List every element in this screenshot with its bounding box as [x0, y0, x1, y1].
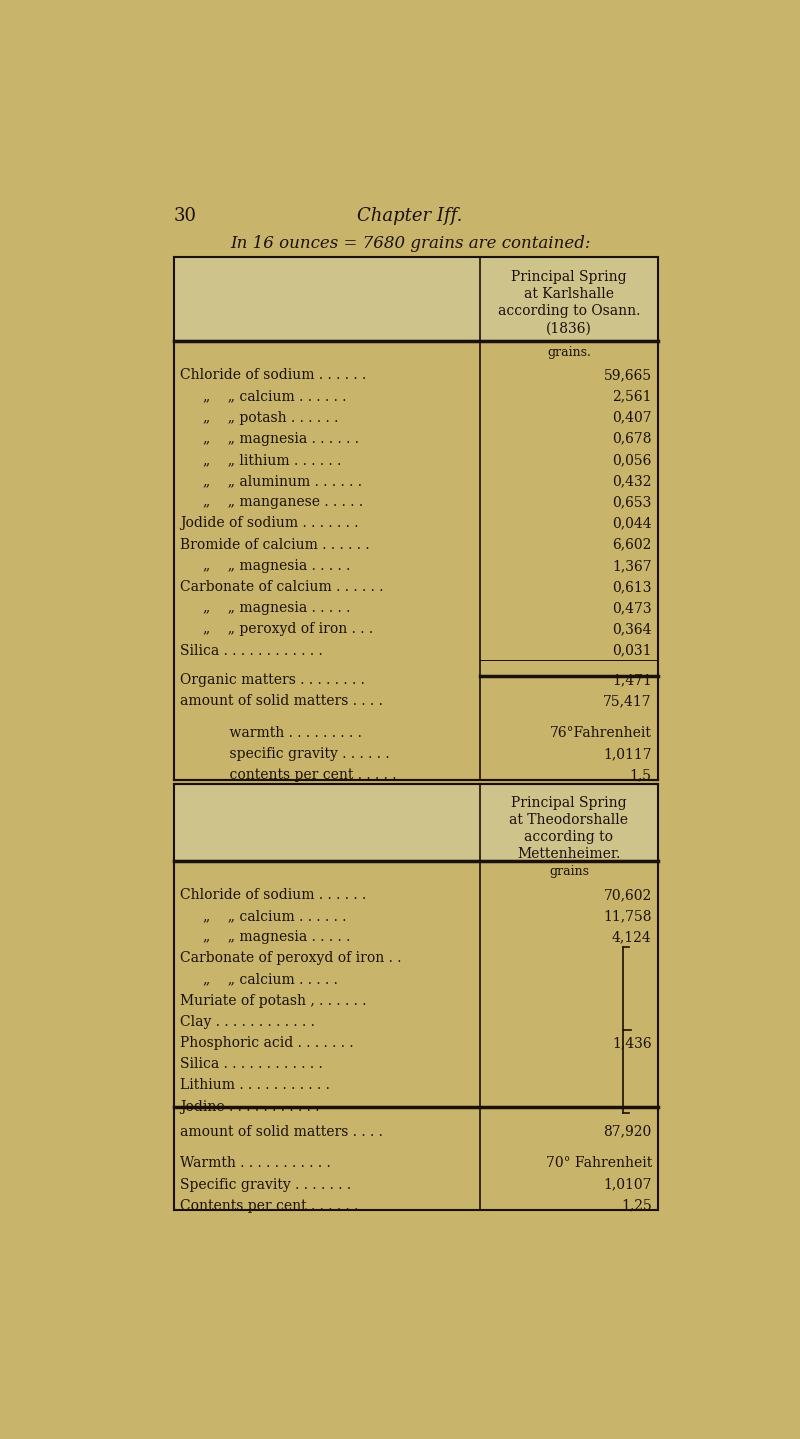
Text: „    „ aluminum . . . . . .: „ „ aluminum . . . . . .: [203, 473, 362, 488]
Text: „    „ calcium . . . . . .: „ „ calcium . . . . . .: [203, 909, 346, 922]
Text: contents per cent . . . . .: contents per cent . . . . .: [212, 768, 397, 783]
Text: „    „ magnesia . . . . .: „ „ magnesia . . . . .: [203, 558, 350, 573]
Text: Mettenheimer.: Mettenheimer.: [517, 848, 621, 861]
Text: 1,0107: 1,0107: [603, 1177, 652, 1191]
Text: grains.: grains.: [547, 345, 591, 358]
Text: 0,056: 0,056: [613, 453, 652, 468]
Text: In 16 ounces = 7680 grains are contained:: In 16 ounces = 7680 grains are contained…: [230, 235, 590, 252]
Text: Phosphoric acid . . . . . . .: Phosphoric acid . . . . . . .: [180, 1036, 354, 1050]
Text: „    „ peroxyd of iron . . .: „ „ peroxyd of iron . . .: [203, 622, 373, 636]
Text: Contents per cent . . . . . .: Contents per cent . . . . . .: [180, 1199, 358, 1213]
Text: „    „ calcium . . . . .: „ „ calcium . . . . .: [203, 973, 338, 987]
Text: Chapter Iff.: Chapter Iff.: [358, 207, 462, 224]
Text: Specific gravity . . . . . . .: Specific gravity . . . . . . .: [180, 1177, 351, 1191]
Text: Lithium . . . . . . . . . . .: Lithium . . . . . . . . . . .: [180, 1078, 330, 1092]
Text: 11,758: 11,758: [603, 909, 652, 922]
Text: 0,653: 0,653: [613, 495, 652, 509]
Text: 0,613: 0,613: [612, 580, 652, 594]
Text: Silica . . . . . . . . . . . .: Silica . . . . . . . . . . . .: [180, 643, 322, 658]
Text: 4,124: 4,124: [612, 930, 652, 944]
Text: at Karlshalle: at Karlshalle: [524, 288, 614, 301]
Text: Muriate of potash , . . . . . .: Muriate of potash , . . . . . .: [180, 994, 366, 1007]
Text: „    „ magnesia . . . . .: „ „ magnesia . . . . .: [203, 602, 350, 616]
Text: Clay . . . . . . . . . . . .: Clay . . . . . . . . . . . .: [180, 1014, 314, 1029]
Text: 75,417: 75,417: [603, 695, 652, 708]
Text: amount of solid matters . . . .: amount of solid matters . . . .: [180, 695, 382, 708]
Text: 0,407: 0,407: [612, 410, 652, 425]
Text: Jodine . . . . . . . . . . .: Jodine . . . . . . . . . . .: [180, 1099, 319, 1114]
Text: grains: grains: [549, 865, 589, 878]
Text: 1,471: 1,471: [612, 673, 652, 688]
Text: 70° Fahrenheit: 70° Fahrenheit: [546, 1157, 652, 1170]
Text: Silica . . . . . . . . . . . .: Silica . . . . . . . . . . . .: [180, 1058, 322, 1071]
Text: „    „ magnesia . . . . .: „ „ magnesia . . . . .: [203, 930, 350, 944]
Text: 0,678: 0,678: [612, 432, 652, 446]
Text: Bromide of calcium . . . . . .: Bromide of calcium . . . . . .: [180, 538, 370, 551]
Text: „    „ lithium . . . . . .: „ „ lithium . . . . . .: [203, 453, 342, 468]
Text: Carbonate of peroxyd of iron . .: Carbonate of peroxyd of iron . .: [180, 951, 402, 966]
Text: 1,25: 1,25: [621, 1199, 652, 1213]
Text: 59,665: 59,665: [604, 368, 652, 383]
Text: 1,436: 1,436: [612, 1036, 652, 1050]
Text: 0,473: 0,473: [612, 602, 652, 616]
Text: Principal Spring: Principal Spring: [511, 271, 626, 285]
Text: according to Osann.: according to Osann.: [498, 305, 640, 318]
Text: 87,920: 87,920: [603, 1125, 652, 1138]
Text: 1,5: 1,5: [630, 768, 652, 783]
Text: 0,044: 0,044: [612, 517, 652, 531]
Text: Chloride of sodium . . . . . .: Chloride of sodium . . . . . .: [180, 888, 366, 902]
Text: 6,602: 6,602: [613, 538, 652, 551]
Text: 0,031: 0,031: [612, 643, 652, 658]
Text: 76°Fahrenheit: 76°Fahrenheit: [550, 727, 652, 740]
Text: 0,432: 0,432: [612, 473, 652, 488]
Text: „    „ calcium . . . . . .: „ „ calcium . . . . . .: [203, 390, 346, 403]
Text: 2,561: 2,561: [612, 390, 652, 403]
Bar: [174, 256, 658, 341]
Text: specific gravity . . . . . .: specific gravity . . . . . .: [212, 747, 390, 761]
Text: amount of solid matters . . . .: amount of solid matters . . . .: [180, 1125, 382, 1138]
Text: at Theodorshalle: at Theodorshalle: [510, 813, 628, 827]
Text: (1836): (1836): [546, 321, 592, 335]
Text: 1,367: 1,367: [612, 558, 652, 573]
Text: 0,364: 0,364: [612, 622, 652, 636]
Text: 70,602: 70,602: [603, 888, 652, 902]
Text: Organic matters . . . . . . . .: Organic matters . . . . . . . .: [180, 673, 365, 688]
Text: Jodide of sodium . . . . . . .: Jodide of sodium . . . . . . .: [180, 517, 358, 531]
Text: Chloride of sodium . . . . . .: Chloride of sodium . . . . . .: [180, 368, 366, 383]
Text: 1,0117: 1,0117: [603, 747, 652, 761]
Bar: [174, 784, 658, 861]
Text: 30: 30: [174, 207, 197, 224]
Text: „    „ manganese . . . . .: „ „ manganese . . . . .: [203, 495, 363, 509]
Text: Principal Spring: Principal Spring: [511, 796, 626, 810]
Text: according to: according to: [524, 830, 614, 845]
Text: Warmth . . . . . . . . . . .: Warmth . . . . . . . . . . .: [180, 1157, 330, 1170]
Text: „    „ magnesia . . . . . .: „ „ magnesia . . . . . .: [203, 432, 359, 446]
Text: „    „ potash . . . . . .: „ „ potash . . . . . .: [203, 410, 338, 425]
Text: warmth . . . . . . . . .: warmth . . . . . . . . .: [212, 727, 362, 740]
Text: Carbonate of calcium . . . . . .: Carbonate of calcium . . . . . .: [180, 580, 383, 594]
